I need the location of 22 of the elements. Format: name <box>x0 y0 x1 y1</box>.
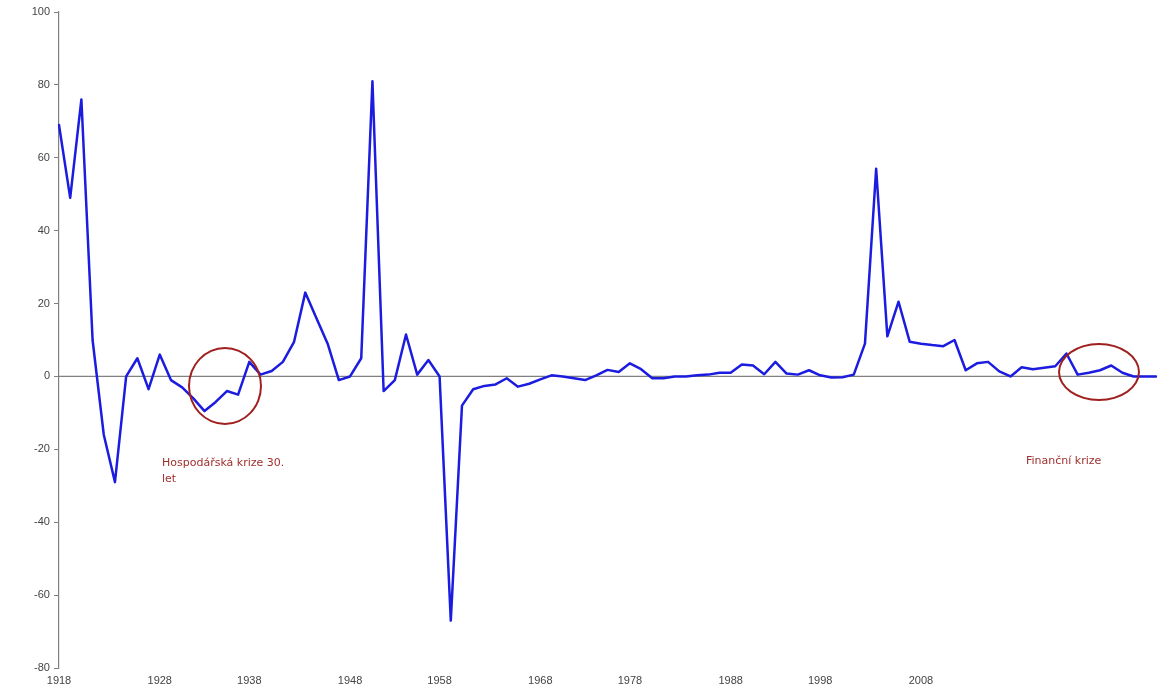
y-tick-label: 100 <box>31 5 50 18</box>
x-tick-label: 1968 <box>528 673 553 686</box>
y-tick-label: 0 <box>43 369 50 382</box>
y-tick-label: -20 <box>34 442 50 455</box>
x-tick-label: 1938 <box>237 673 262 686</box>
y-tick-label: 60 <box>37 150 50 163</box>
y-tick-label: 40 <box>37 223 50 236</box>
y-tick-label: -80 <box>34 661 50 674</box>
y-tick-label: -60 <box>34 588 50 601</box>
x-tick-label: 1998 <box>807 673 833 686</box>
x-tick-label: 1958 <box>427 673 452 686</box>
x-tick-label: 1978 <box>617 673 643 686</box>
y-tick-label: -40 <box>34 515 50 528</box>
y-tick-label: 20 <box>37 296 50 309</box>
x-tick-label: 1928 <box>147 673 172 686</box>
annotation: Finanční krize <box>1026 453 1103 469</box>
annotation: Hospodářská krize 30. let <box>162 455 286 487</box>
x-tick-label: 1988 <box>718 673 743 686</box>
x-tick-label: 1918 <box>46 673 72 686</box>
x-tick-label: 2008 <box>908 673 934 686</box>
y-tick-label: 80 <box>37 77 50 90</box>
x-tick-label: 1948 <box>337 673 363 686</box>
